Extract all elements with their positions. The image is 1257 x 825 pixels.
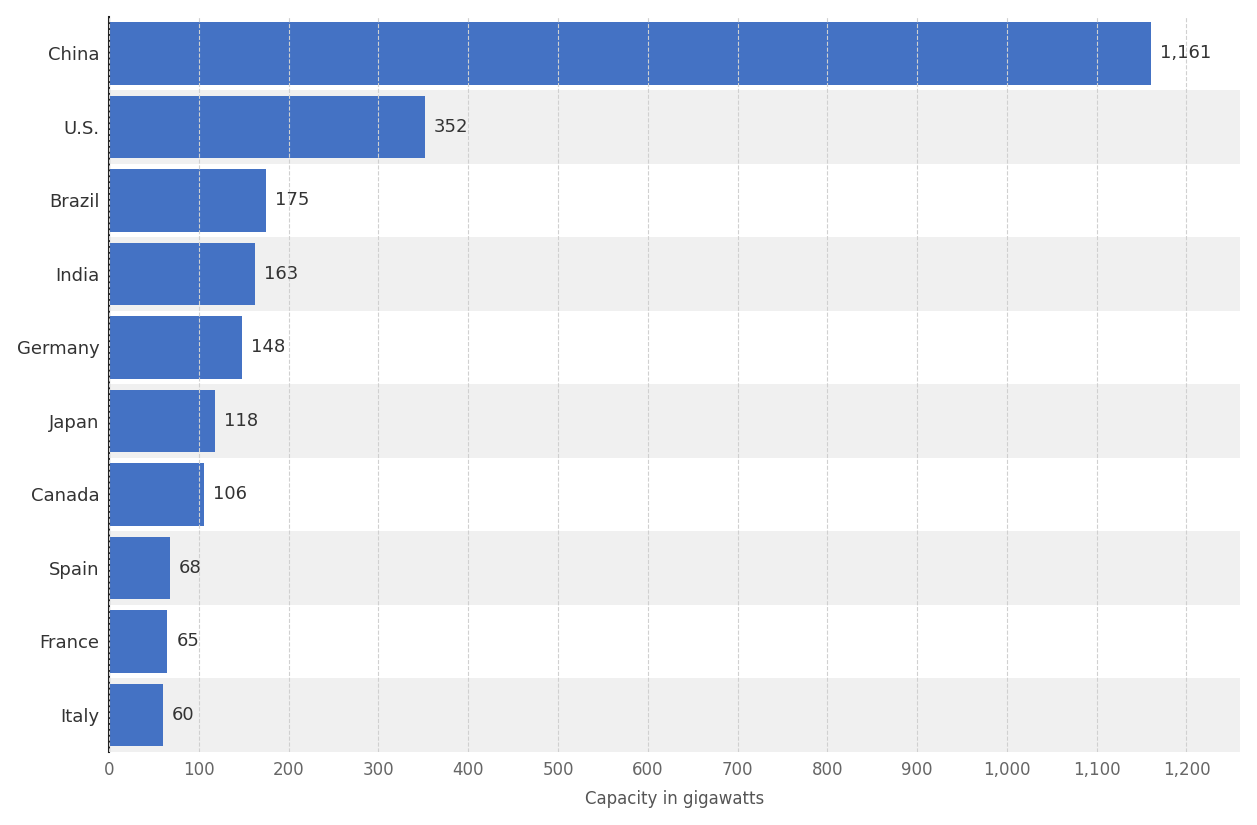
Bar — [109, 531, 1241, 605]
Bar — [109, 163, 1241, 237]
Bar — [109, 310, 1241, 384]
Bar — [109, 463, 205, 526]
Bar — [109, 316, 243, 379]
Bar — [109, 458, 1241, 531]
Bar — [109, 678, 1241, 752]
Text: 65: 65 — [176, 632, 200, 650]
Bar — [109, 536, 170, 599]
Bar — [109, 243, 255, 305]
Text: 106: 106 — [214, 485, 248, 503]
Text: 1,161: 1,161 — [1160, 45, 1212, 63]
Bar — [109, 90, 1241, 163]
Bar — [109, 610, 167, 672]
Text: 68: 68 — [180, 559, 202, 577]
Bar — [109, 96, 425, 158]
Bar — [109, 384, 1241, 458]
Bar — [109, 684, 163, 746]
Text: 60: 60 — [172, 705, 195, 724]
Bar — [109, 389, 215, 452]
Bar — [109, 22, 1151, 85]
Text: 163: 163 — [264, 265, 299, 283]
Text: 148: 148 — [251, 338, 285, 356]
Bar — [109, 169, 266, 232]
Bar — [109, 605, 1241, 678]
Text: 175: 175 — [275, 191, 309, 210]
Bar — [109, 237, 1241, 310]
Text: 118: 118 — [224, 412, 258, 430]
Bar — [109, 16, 1241, 90]
Text: 352: 352 — [434, 118, 469, 136]
X-axis label: Capacity in gigawatts: Capacity in gigawatts — [585, 790, 764, 808]
